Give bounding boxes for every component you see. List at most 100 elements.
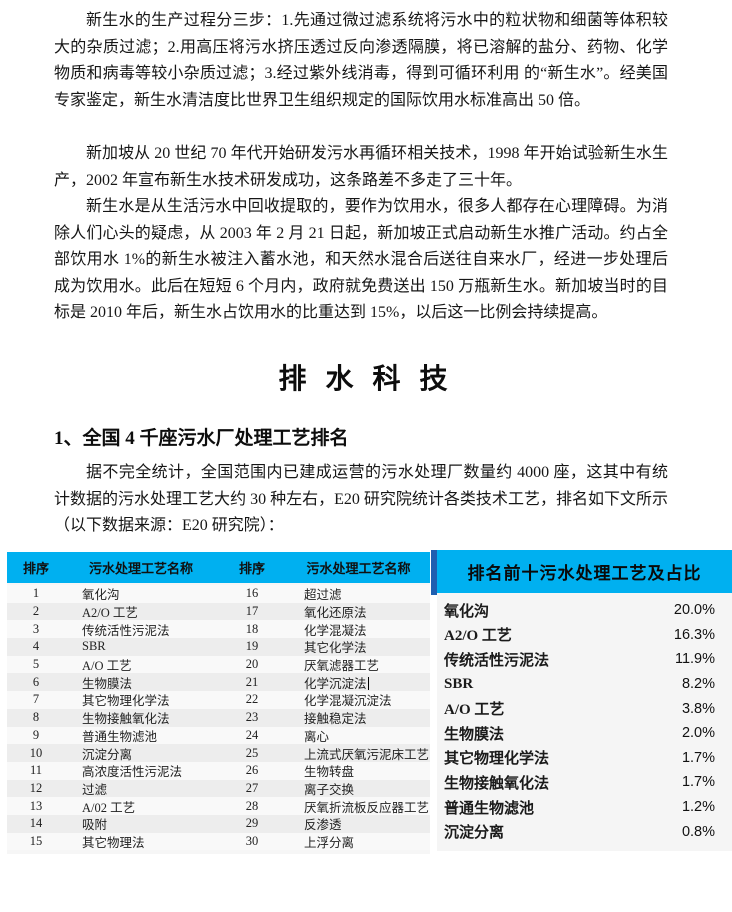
process-name-cell: 离心 [304, 729, 330, 744]
process-name-cell: 氧化沟 [82, 588, 120, 603]
rank-cell: 6 [32, 674, 40, 689]
table-row: 7 其它物理化学法 22 化学混凝沉淀法 [7, 691, 430, 709]
process-name-cell: 化学混凝法 [304, 623, 367, 638]
process-share-value: 3.8% [681, 700, 715, 717]
rank-cell: 17 [245, 604, 259, 619]
rank-cell: 27 [245, 780, 259, 795]
process-share-value: 0.8% [681, 823, 715, 840]
chapter-heading: 排 水 科 技 [278, 364, 454, 395]
rank-cell: 9 [32, 727, 40, 742]
process-name-cell: 生物转盘 [304, 765, 355, 780]
process-share-value: 8.2% [681, 676, 715, 693]
top10-panel-body: 氧化沟 20.0% A2/O 工艺 16.3% 传统活性污泥法 11.9% [437, 593, 732, 851]
rank-cell: 19 [245, 639, 259, 654]
process-name-cell: 吸附 [82, 818, 108, 833]
rank-cell: 15 [29, 833, 43, 848]
rank-cell: 25 [245, 745, 259, 760]
process-name-cell: 接触稳定法 [304, 712, 367, 727]
rank-cell: 5 [32, 657, 40, 672]
process-label: 氧化沟 [444, 603, 490, 620]
table-row: 10 沉淀分离 25 上流式厌氧污泥床工艺 [7, 744, 430, 762]
table-row: 9 普通生物滤池 24 离心 [7, 726, 430, 745]
rank-cell: 16 [245, 586, 259, 601]
process-name-cell: 厌氧滤器工艺 [304, 659, 380, 674]
rank-cell: 23 [245, 710, 259, 725]
process-name-cell: A2/O 工艺 [82, 606, 138, 621]
panel-row: 普通生物滤池 1.2% [437, 795, 732, 820]
process-name-cell: 沉淀分离 [82, 747, 133, 762]
process-name-cell: 氧化还原法 [304, 606, 367, 621]
panel-row: 生物接触氧化法 1.7% [437, 770, 732, 795]
process-name-cell: 普通生物滤池 [82, 729, 158, 744]
rank-cell: 24 [245, 727, 259, 742]
process-share-value: 16.3% [673, 626, 715, 643]
process-name-cell: 过滤 [82, 782, 108, 797]
table-row: 14 吸附 29 反渗透 [7, 814, 430, 833]
divider-bar [431, 550, 437, 595]
rank-cell: 12 [29, 780, 43, 795]
process-share-value: 1.7% [681, 774, 715, 791]
process-label: A/O 工艺 [444, 702, 505, 719]
table-row: 12 过滤 27 离子交换 [7, 779, 430, 798]
rank-cell: 21 [245, 674, 259, 689]
process-ranking-table: 排序 污水处理工艺名称 排序 污水处理工艺名称 1 氧化沟 16 超过滤 2 [7, 552, 430, 855]
paragraph-newater-process: 新生水的生产过程分三步：1.先通过微过滤系统将污水中的粒状物和细菌等体积较大的杂… [54, 12, 668, 109]
rank-cell: 28 [245, 798, 259, 813]
process-name-cell: 上流式厌氧污泥床工艺 [304, 747, 430, 762]
process-label: 传统活性污泥法 [444, 652, 550, 669]
rank-cell: 22 [245, 692, 259, 707]
rank-cell: 1 [32, 586, 40, 601]
process-name-cell: 反渗透 [304, 818, 342, 833]
process-label: SBR [444, 675, 474, 692]
panel-row: 传统活性污泥法 11.9% [437, 647, 732, 672]
process-name-cell: 传统活性污泥法 [82, 623, 170, 638]
table-row: 13 A/02 工艺 28 厌氧折流板反应器工艺 [7, 797, 430, 815]
rank-cell: 26 [245, 763, 259, 778]
text-cursor [367, 676, 370, 690]
process-name-cell: 高浓度活性污泥法 [82, 765, 183, 780]
rank-cell: 30 [245, 833, 259, 848]
column-header-name-left: 污水处理工艺名称 [88, 561, 193, 576]
panel-row: A2/O 工艺 16.3% [437, 623, 732, 648]
top10-panel-title: 排名前十污水处理工艺及占比 [437, 550, 732, 593]
process-label: 其它物理化学法 [444, 751, 550, 768]
table-row: 8 生物接触氧化法 23 接触稳定法 [7, 708, 430, 727]
process-name-cell: 其它物理化学法 [82, 694, 170, 709]
process-name-cell: A/O 工艺 [82, 659, 132, 674]
process-name-cell: 离子交换 [304, 782, 355, 797]
panel-row: SBR 8.2% [437, 672, 732, 697]
process-label: 生物膜法 [444, 726, 505, 743]
process-name-cell: 化学沉淀法 [287, 673, 430, 692]
paragraph-singapore-history: 新加坡从 20 世纪 70 年代开始研发污水再循环相关技术，1998 年开始试验… [54, 145, 668, 189]
process-label: 生物接触氧化法 [444, 775, 550, 792]
rank-cell: 29 [245, 816, 259, 831]
process-name-cell: A/02 工艺 [82, 800, 136, 815]
rank-cell: 13 [29, 798, 43, 813]
table-row: 1 氧化沟 16 超过滤 [7, 585, 430, 603]
process-share-value: 1.7% [681, 749, 715, 766]
process-name-cell: SBR [82, 639, 106, 654]
ranking-table-body: 1 氧化沟 16 超过滤 2 A2/O 工艺 17 氧化还原法 3 [7, 583, 430, 855]
panel-row: 其它物理化学法 1.7% [437, 746, 732, 771]
process-name-cell: 超过滤 [304, 588, 342, 603]
rank-cell: 4 [32, 639, 40, 654]
column-header-rank-right: 排序 [238, 561, 265, 576]
table-row: 3 传统活性污泥法 18 化学混凝法 [7, 620, 430, 639]
table-row: 5 A/O 工艺 20 厌氧滤器工艺 [7, 655, 430, 674]
tables-area: 排序 污水处理工艺名称 排序 污水处理工艺名称 1 氧化沟 16 超过滤 2 [7, 550, 732, 855]
table-row: 2 A2/O 工艺 17 氧化还原法 [7, 602, 430, 621]
process-name-cell: 厌氧折流板反应器工艺 [304, 800, 430, 815]
panel-row: 氧化沟 20.0% [437, 598, 732, 623]
panel-row: 沉淀分离 0.8% [437, 819, 732, 844]
column-header-name-right: 污水处理工艺名称 [306, 561, 411, 576]
process-label: A2/O 工艺 [444, 628, 512, 645]
process-share-value: 1.2% [681, 799, 715, 816]
rank-cell: 14 [29, 816, 43, 831]
process-name-cell: 生物接触氧化法 [82, 712, 170, 727]
rank-cell: 20 [245, 657, 259, 672]
process-share-value: 11.9% [674, 651, 715, 668]
rank-cell: 10 [29, 745, 43, 760]
process-name-cell: 其它物理法 [82, 835, 145, 850]
rank-cell: 18 [245, 621, 259, 636]
